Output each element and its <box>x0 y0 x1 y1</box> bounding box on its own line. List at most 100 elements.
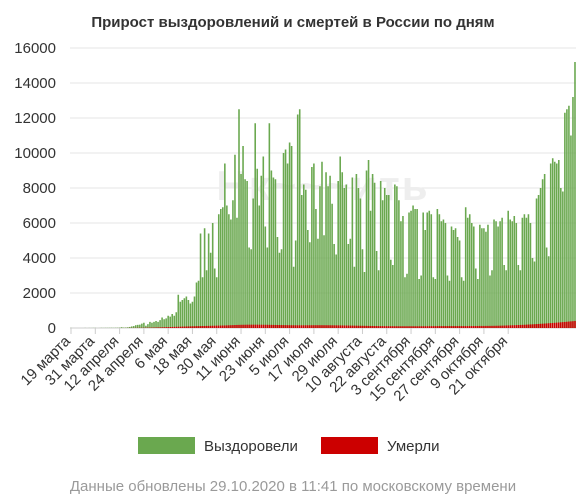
bar-recovered[interactable] <box>495 221 497 328</box>
bar-recovered[interactable] <box>292 266 295 328</box>
bar-recovered[interactable] <box>151 322 153 328</box>
bar-recovered[interactable] <box>444 223 447 328</box>
bar-recovered[interactable] <box>377 270 380 328</box>
bar-recovered[interactable] <box>452 230 455 328</box>
bar-deaths[interactable] <box>238 324 240 328</box>
bar-recovered[interactable] <box>339 156 341 329</box>
bar-recovered[interactable] <box>568 105 570 328</box>
bar-deaths[interactable] <box>278 325 281 328</box>
bar-recovered[interactable] <box>416 209 418 328</box>
bar-recovered[interactable] <box>141 323 143 329</box>
bar-deaths[interactable] <box>396 326 398 328</box>
bar-recovered[interactable] <box>375 251 378 328</box>
bar-recovered[interactable] <box>549 163 552 329</box>
bar-deaths[interactable] <box>533 324 536 328</box>
bar-deaths[interactable] <box>450 326 453 328</box>
bar-recovered[interactable] <box>230 219 232 329</box>
legend[interactable]: Выздоровели Умерли <box>138 437 439 455</box>
bar-recovered[interactable] <box>120 327 123 328</box>
bar-recovered[interactable] <box>298 109 301 328</box>
bar-recovered[interactable] <box>454 228 457 328</box>
bar-recovered[interactable] <box>420 275 422 329</box>
bar-deaths[interactable] <box>215 325 218 328</box>
bar-recovered[interactable] <box>137 324 139 328</box>
bar-deaths[interactable] <box>319 325 321 328</box>
bar-recovered[interactable] <box>282 153 285 328</box>
bar-deaths[interactable] <box>410 326 412 328</box>
bar-deaths[interactable] <box>365 325 368 328</box>
bar-recovered[interactable] <box>422 212 424 329</box>
bar-deaths[interactable] <box>228 325 230 328</box>
bar-deaths[interactable] <box>256 324 259 328</box>
bar-deaths[interactable] <box>424 326 426 328</box>
bar-recovered[interactable] <box>222 207 224 328</box>
bar-deaths[interactable] <box>560 322 562 328</box>
bar-deaths[interactable] <box>398 326 400 328</box>
bar-deaths[interactable] <box>333 325 335 328</box>
bar-deaths[interactable] <box>402 326 404 328</box>
bar-recovered[interactable] <box>307 230 309 328</box>
bar-recovered[interactable] <box>432 277 435 328</box>
bar-recovered[interactable] <box>248 247 250 329</box>
bar-recovered[interactable] <box>134 325 137 328</box>
bar-recovered[interactable] <box>167 315 169 328</box>
bar-recovered[interactable] <box>323 235 325 328</box>
bar-recovered[interactable] <box>159 320 161 329</box>
bar-recovered[interactable] <box>242 146 244 328</box>
bar-recovered[interactable] <box>130 326 133 328</box>
bar-deaths[interactable] <box>302 325 305 328</box>
bar-recovered[interactable] <box>128 326 131 328</box>
bar-deaths[interactable] <box>189 326 192 328</box>
bar-recovered[interactable] <box>181 300 184 328</box>
bar-deaths[interactable] <box>416 326 418 328</box>
bar-recovered[interactable] <box>177 294 180 328</box>
bar-recovered[interactable] <box>262 156 265 329</box>
bar-deaths[interactable] <box>252 324 254 328</box>
bar-recovered[interactable] <box>448 280 451 328</box>
bar-deaths[interactable] <box>369 325 372 328</box>
bar-recovered[interactable] <box>551 158 554 328</box>
bar-recovered[interactable] <box>408 212 410 329</box>
bar-deaths[interactable] <box>323 325 325 328</box>
bar-recovered[interactable] <box>483 228 485 328</box>
bar-recovered[interactable] <box>343 188 346 328</box>
bar-deaths[interactable] <box>197 326 200 328</box>
bar-recovered[interactable] <box>499 221 501 328</box>
bar-deaths[interactable] <box>240 324 242 328</box>
bar-deaths[interactable] <box>313 325 315 328</box>
bar-recovered[interactable] <box>535 198 538 329</box>
legend-swatch-deaths[interactable] <box>321 437 378 454</box>
bar-deaths[interactable] <box>222 325 224 329</box>
bar-recovered[interactable] <box>513 216 516 328</box>
bar-deaths[interactable] <box>363 325 366 328</box>
bar-recovered[interactable] <box>523 214 526 328</box>
bar-deaths[interactable] <box>371 325 374 328</box>
bar-deaths[interactable] <box>566 321 568 328</box>
bar-recovered[interactable] <box>337 181 339 328</box>
bar-deaths[interactable] <box>551 322 554 328</box>
bar-deaths[interactable] <box>298 325 301 328</box>
bar-recovered[interactable] <box>305 189 307 328</box>
bar-deaths[interactable] <box>519 324 522 328</box>
bar-deaths[interactable] <box>408 326 410 328</box>
bar-deaths[interactable] <box>381 326 384 328</box>
bar-recovered[interactable] <box>519 270 522 328</box>
bar-recovered[interactable] <box>325 172 327 328</box>
bar-recovered[interactable] <box>234 154 236 328</box>
bar-recovered[interactable] <box>434 279 437 328</box>
bar-recovered[interactable] <box>363 272 366 328</box>
bar-recovered[interactable] <box>349 238 352 328</box>
bar-recovered[interactable] <box>446 275 449 329</box>
bar-recovered[interactable] <box>252 198 254 329</box>
bar-recovered[interactable] <box>458 240 461 329</box>
bar-deaths[interactable] <box>527 324 530 328</box>
bar-recovered[interactable] <box>564 112 566 328</box>
bar-recovered[interactable] <box>155 321 157 328</box>
bar-recovered[interactable] <box>487 224 489 328</box>
bar-deaths[interactable] <box>286 325 289 328</box>
bar-recovered[interactable] <box>531 258 534 328</box>
bar-recovered[interactable] <box>533 261 536 329</box>
bar-deaths[interactable] <box>367 325 370 328</box>
bar-deaths[interactable] <box>276 324 279 328</box>
bar-recovered[interactable] <box>424 230 426 328</box>
